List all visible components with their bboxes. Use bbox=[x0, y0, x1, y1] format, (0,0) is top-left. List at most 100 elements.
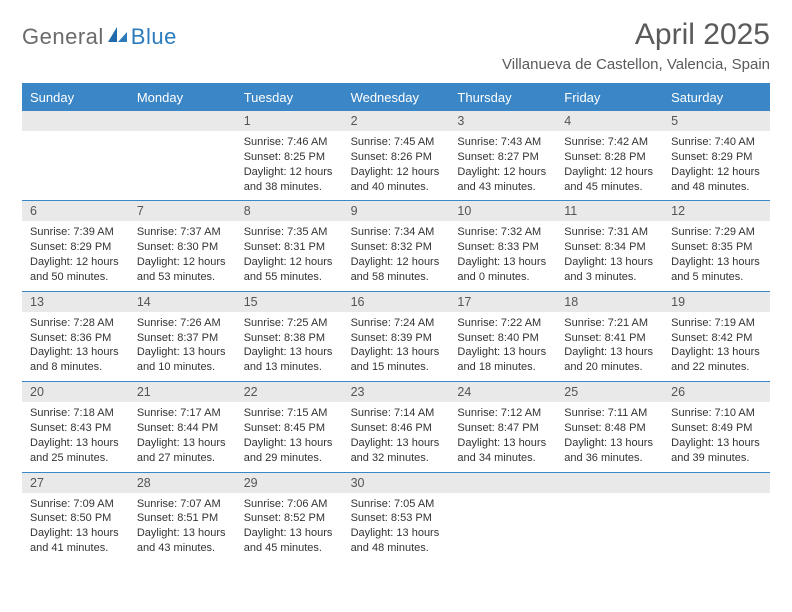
day-number-empty bbox=[449, 472, 556, 493]
calendar-day-cell: 2Sunrise: 7:45 AMSunset: 8:26 PMDaylight… bbox=[343, 111, 450, 200]
calendar-day-cell: 14Sunrise: 7:26 AMSunset: 8:37 PMDayligh… bbox=[129, 291, 236, 381]
calendar-day-cell: 17Sunrise: 7:22 AMSunset: 8:40 PMDayligh… bbox=[449, 291, 556, 381]
day-number: 27 bbox=[22, 472, 129, 493]
calendar-day-cell: 21Sunrise: 7:17 AMSunset: 8:44 PMDayligh… bbox=[129, 381, 236, 471]
day-details: Sunrise: 7:25 AMSunset: 8:38 PMDaylight:… bbox=[236, 312, 343, 381]
day-details: Sunrise: 7:45 AMSunset: 8:26 PMDaylight:… bbox=[343, 131, 450, 200]
day-number: 26 bbox=[663, 381, 770, 402]
calendar-day-cell: 10Sunrise: 7:32 AMSunset: 8:33 PMDayligh… bbox=[449, 200, 556, 290]
day-details: Sunrise: 7:29 AMSunset: 8:35 PMDaylight:… bbox=[663, 221, 770, 290]
day-number: 10 bbox=[449, 200, 556, 221]
day-number: 14 bbox=[129, 291, 236, 312]
calendar-empty-cell bbox=[556, 472, 663, 562]
dow-friday: Friday bbox=[556, 83, 663, 111]
day-number: 11 bbox=[556, 200, 663, 221]
calendar-day-cell: 23Sunrise: 7:14 AMSunset: 8:46 PMDayligh… bbox=[343, 381, 450, 471]
day-number: 17 bbox=[449, 291, 556, 312]
day-details: Sunrise: 7:22 AMSunset: 8:40 PMDaylight:… bbox=[449, 312, 556, 381]
calendar-day-cell: 25Sunrise: 7:11 AMSunset: 8:48 PMDayligh… bbox=[556, 381, 663, 471]
day-number: 2 bbox=[343, 111, 450, 131]
dow-sunday: Sunday bbox=[22, 83, 129, 111]
calendar-day-cell: 5Sunrise: 7:40 AMSunset: 8:29 PMDaylight… bbox=[663, 111, 770, 200]
dow-monday: Monday bbox=[129, 83, 236, 111]
calendar-week-row: 1Sunrise: 7:46 AMSunset: 8:25 PMDaylight… bbox=[22, 111, 770, 200]
day-details: Sunrise: 7:42 AMSunset: 8:28 PMDaylight:… bbox=[556, 131, 663, 200]
calendar-week-row: 27Sunrise: 7:09 AMSunset: 8:50 PMDayligh… bbox=[22, 472, 770, 562]
day-details: Sunrise: 7:06 AMSunset: 8:52 PMDaylight:… bbox=[236, 493, 343, 562]
calendar-empty-cell bbox=[22, 111, 129, 200]
calendar-day-cell: 27Sunrise: 7:09 AMSunset: 8:50 PMDayligh… bbox=[22, 472, 129, 562]
day-details-empty bbox=[22, 131, 129, 141]
day-number: 21 bbox=[129, 381, 236, 402]
day-details: Sunrise: 7:28 AMSunset: 8:36 PMDaylight:… bbox=[22, 312, 129, 381]
day-number: 18 bbox=[556, 291, 663, 312]
brand-part2: Blue bbox=[131, 24, 177, 50]
calendar-day-cell: 11Sunrise: 7:31 AMSunset: 8:34 PMDayligh… bbox=[556, 200, 663, 290]
calendar-day-cell: 26Sunrise: 7:10 AMSunset: 8:49 PMDayligh… bbox=[663, 381, 770, 471]
day-details: Sunrise: 7:35 AMSunset: 8:31 PMDaylight:… bbox=[236, 221, 343, 290]
month-title: April 2025 bbox=[502, 18, 770, 52]
calendar-day-cell: 9Sunrise: 7:34 AMSunset: 8:32 PMDaylight… bbox=[343, 200, 450, 290]
calendar-week-row: 6Sunrise: 7:39 AMSunset: 8:29 PMDaylight… bbox=[22, 200, 770, 290]
calendar-weeks: 1Sunrise: 7:46 AMSunset: 8:25 PMDaylight… bbox=[22, 111, 770, 562]
day-details: Sunrise: 7:31 AMSunset: 8:34 PMDaylight:… bbox=[556, 221, 663, 290]
day-details: Sunrise: 7:18 AMSunset: 8:43 PMDaylight:… bbox=[22, 402, 129, 471]
day-details: Sunrise: 7:10 AMSunset: 8:49 PMDaylight:… bbox=[663, 402, 770, 471]
day-number: 30 bbox=[343, 472, 450, 493]
dow-tuesday: Tuesday bbox=[236, 83, 343, 111]
day-details: Sunrise: 7:05 AMSunset: 8:53 PMDaylight:… bbox=[343, 493, 450, 562]
day-number: 23 bbox=[343, 381, 450, 402]
day-details: Sunrise: 7:17 AMSunset: 8:44 PMDaylight:… bbox=[129, 402, 236, 471]
day-number: 7 bbox=[129, 200, 236, 221]
day-number: 19 bbox=[663, 291, 770, 312]
day-details: Sunrise: 7:43 AMSunset: 8:27 PMDaylight:… bbox=[449, 131, 556, 200]
calendar-empty-cell bbox=[449, 472, 556, 562]
day-number: 13 bbox=[22, 291, 129, 312]
calendar-day-cell: 4Sunrise: 7:42 AMSunset: 8:28 PMDaylight… bbox=[556, 111, 663, 200]
dow-wednesday: Wednesday bbox=[343, 83, 450, 111]
day-number: 29 bbox=[236, 472, 343, 493]
day-details: Sunrise: 7:21 AMSunset: 8:41 PMDaylight:… bbox=[556, 312, 663, 381]
calendar-day-cell: 7Sunrise: 7:37 AMSunset: 8:30 PMDaylight… bbox=[129, 200, 236, 290]
calendar-day-cell: 30Sunrise: 7:05 AMSunset: 8:53 PMDayligh… bbox=[343, 472, 450, 562]
day-details: Sunrise: 7:32 AMSunset: 8:33 PMDaylight:… bbox=[449, 221, 556, 290]
day-details-empty bbox=[449, 493, 556, 503]
day-details: Sunrise: 7:39 AMSunset: 8:29 PMDaylight:… bbox=[22, 221, 129, 290]
calendar-day-cell: 16Sunrise: 7:24 AMSunset: 8:39 PMDayligh… bbox=[343, 291, 450, 381]
page-header: General Blue April 2025 Villanueva de Ca… bbox=[22, 18, 770, 73]
calendar-day-cell: 18Sunrise: 7:21 AMSunset: 8:41 PMDayligh… bbox=[556, 291, 663, 381]
calendar-day-cell: 6Sunrise: 7:39 AMSunset: 8:29 PMDaylight… bbox=[22, 200, 129, 290]
calendar-week-row: 13Sunrise: 7:28 AMSunset: 8:36 PMDayligh… bbox=[22, 291, 770, 381]
location-subtitle: Villanueva de Castellon, Valencia, Spain bbox=[502, 56, 770, 73]
day-number: 28 bbox=[129, 472, 236, 493]
calendar-empty-cell bbox=[663, 472, 770, 562]
day-details: Sunrise: 7:19 AMSunset: 8:42 PMDaylight:… bbox=[663, 312, 770, 381]
day-number: 9 bbox=[343, 200, 450, 221]
day-details-empty bbox=[556, 493, 663, 503]
day-number-empty bbox=[663, 472, 770, 493]
calendar-day-cell: 3Sunrise: 7:43 AMSunset: 8:27 PMDaylight… bbox=[449, 111, 556, 200]
day-number-empty bbox=[129, 111, 236, 131]
calendar-day-cell: 15Sunrise: 7:25 AMSunset: 8:38 PMDayligh… bbox=[236, 291, 343, 381]
day-details: Sunrise: 7:12 AMSunset: 8:47 PMDaylight:… bbox=[449, 402, 556, 471]
brand-sail-icon bbox=[107, 25, 129, 50]
day-number: 3 bbox=[449, 111, 556, 131]
calendar-day-cell: 12Sunrise: 7:29 AMSunset: 8:35 PMDayligh… bbox=[663, 200, 770, 290]
day-details: Sunrise: 7:09 AMSunset: 8:50 PMDaylight:… bbox=[22, 493, 129, 562]
dow-saturday: Saturday bbox=[663, 83, 770, 111]
day-details: Sunrise: 7:37 AMSunset: 8:30 PMDaylight:… bbox=[129, 221, 236, 290]
calendar-empty-cell bbox=[129, 111, 236, 200]
day-number: 4 bbox=[556, 111, 663, 131]
calendar-day-cell: 28Sunrise: 7:07 AMSunset: 8:51 PMDayligh… bbox=[129, 472, 236, 562]
day-details: Sunrise: 7:11 AMSunset: 8:48 PMDaylight:… bbox=[556, 402, 663, 471]
calendar-day-cell: 19Sunrise: 7:19 AMSunset: 8:42 PMDayligh… bbox=[663, 291, 770, 381]
day-details-empty bbox=[663, 493, 770, 503]
brand-part1: General bbox=[22, 24, 104, 50]
calendar-page: General Blue April 2025 Villanueva de Ca… bbox=[0, 0, 792, 572]
calendar-day-cell: 8Sunrise: 7:35 AMSunset: 8:31 PMDaylight… bbox=[236, 200, 343, 290]
calendar-week-row: 20Sunrise: 7:18 AMSunset: 8:43 PMDayligh… bbox=[22, 381, 770, 471]
brand-logo: General Blue bbox=[22, 24, 177, 50]
calendar-day-cell: 20Sunrise: 7:18 AMSunset: 8:43 PMDayligh… bbox=[22, 381, 129, 471]
day-number-empty bbox=[22, 111, 129, 131]
day-number: 5 bbox=[663, 111, 770, 131]
